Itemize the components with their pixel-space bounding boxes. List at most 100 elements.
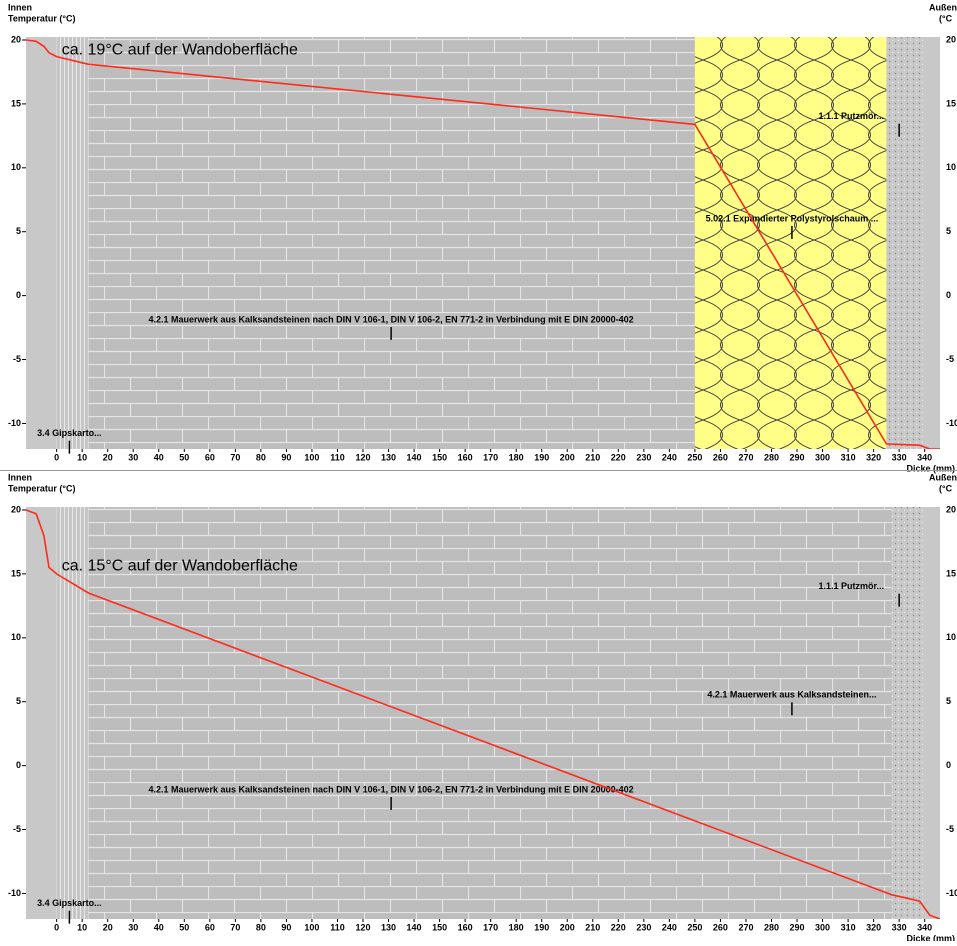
y2-tick-label: 15	[946, 568, 956, 578]
y2-tick-label: 0	[946, 760, 951, 770]
x-tick-label: 320	[866, 452, 881, 462]
y-tick-label: 20	[11, 34, 21, 44]
y-tick-label: 20	[11, 504, 21, 514]
x-tick-label: 10	[77, 452, 87, 462]
x-tick-label: 50	[179, 452, 189, 462]
x-tick-label: 330	[892, 922, 907, 932]
x-tick-label: 30	[128, 452, 138, 462]
x-tick-label: 210	[585, 452, 600, 462]
x-tick-label: 280	[764, 452, 779, 462]
x-tick-label: 240	[662, 922, 677, 932]
x-tick-label: 120	[355, 452, 370, 462]
x-tick-label: 190	[534, 922, 549, 932]
y-tick-label: 5	[16, 696, 21, 706]
x-axis-label: Dicke (mm)	[906, 933, 955, 941]
y-tick-label: 0	[16, 290, 21, 300]
x-tick-label: 220	[611, 452, 626, 462]
annotation: 1.1.1 Putzmör...	[818, 581, 884, 591]
annotation: 3.4 Gipskarto...	[37, 898, 102, 908]
x-tick-label: 310	[841, 452, 856, 462]
y-axis-label: Temperatur (°C)	[8, 483, 75, 493]
y-tick-label: -5	[13, 354, 21, 364]
x-tick-label: 240	[662, 452, 677, 462]
x-tick-label: 250	[687, 922, 702, 932]
x-tick-label: 80	[256, 452, 266, 462]
x-tick-label: 150	[432, 452, 447, 462]
x-tick-label: 150	[432, 922, 447, 932]
x-tick-label: 70	[230, 922, 240, 932]
x-tick-label: 290	[790, 452, 805, 462]
page: InnenTemperatur (°C)Außen(°CDicke (mm)-1…	[0, 0, 957, 941]
annotation: ca. 15°C auf der Wandoberfläche	[62, 557, 298, 574]
y2-tick-label: 15	[946, 98, 956, 108]
y2-tick-label: 10	[946, 162, 956, 172]
y2-tick-label: -10	[946, 888, 957, 898]
y2-axis-label: (°C	[939, 483, 953, 493]
x-tick-label: 70	[230, 452, 240, 462]
x-tick-label: 330	[892, 452, 907, 462]
x-tick-label: 20	[103, 922, 113, 932]
outside-label: Außen	[929, 472, 957, 482]
x-tick-label: 220	[611, 922, 626, 932]
x-tick-label: 10	[77, 922, 87, 932]
x-tick-label: 120	[355, 922, 370, 932]
x-tick-label: 140	[407, 452, 422, 462]
layer	[89, 37, 695, 449]
x-tick-label: 40	[154, 452, 164, 462]
y-tick-label: 0	[16, 760, 21, 770]
x-tick-label: 190	[534, 452, 549, 462]
annotation: 1.1.1 Putzmör...	[818, 111, 884, 121]
inside-label: Innen	[8, 2, 32, 12]
x-tick-label: 210	[585, 922, 600, 932]
x-tick-label: 260	[713, 922, 728, 932]
x-tick-label: 140	[407, 922, 422, 932]
x-tick-label: 180	[509, 452, 524, 462]
x-tick-label: 50	[179, 922, 189, 932]
y-tick-label: 15	[11, 568, 21, 578]
x-tick-label: 130	[381, 452, 396, 462]
y-tick-label: 10	[11, 632, 21, 642]
y-axis-label: Temperatur (°C)	[8, 13, 75, 23]
outside-label: Außen	[929, 2, 957, 12]
x-tick-label: 160	[458, 922, 473, 932]
x-tick-label: 340	[917, 922, 932, 932]
x-tick-label: 110	[330, 922, 345, 932]
x-tick-label: 40	[154, 922, 164, 932]
y2-tick-label: -5	[946, 354, 954, 364]
x-tick-label: 60	[205, 922, 215, 932]
x-tick-label: 90	[281, 452, 291, 462]
x-tick-label: 0	[54, 922, 59, 932]
annotation: ca. 19°C auf der Wandoberfläche	[62, 41, 298, 58]
x-tick-label: 100	[304, 452, 319, 462]
x-tick-label: 170	[483, 452, 498, 462]
annotation: 5.02.1 Expandierter Polystyrolschaum ...	[706, 213, 879, 223]
x-tick-label: 290	[790, 922, 805, 932]
x-tick-label: 250	[687, 452, 702, 462]
y-tick-label: -5	[13, 824, 21, 834]
inside-label: Innen	[8, 472, 32, 482]
y-tick-label: 15	[11, 98, 21, 108]
x-tick-label: 270	[738, 452, 753, 462]
x-tick-label: 280	[764, 922, 779, 932]
x-tick-label: 320	[866, 922, 881, 932]
x-tick-label: 90	[281, 922, 291, 932]
annotation: 4.2.1 Mauerwerk aus Kalksandsteinen nach…	[148, 784, 633, 794]
x-tick-label: 130	[381, 922, 396, 932]
y-tick-label: 10	[11, 162, 21, 172]
x-tick-label: 20	[103, 452, 113, 462]
y2-tick-label: 5	[946, 226, 951, 236]
annotation: 4.2.1 Mauerwerk aus Kalksandsteinen nach…	[148, 314, 633, 324]
x-tick-label: 300	[815, 452, 830, 462]
x-tick-label: 230	[636, 922, 651, 932]
x-tick-label: 170	[483, 922, 498, 932]
x-tick-label: 80	[256, 922, 266, 932]
x-tick-label: 30	[128, 922, 138, 932]
y2-axis-label: (°C	[939, 13, 953, 23]
x-tick-label: 310	[841, 922, 856, 932]
y2-tick-label: -10	[946, 418, 957, 428]
x-tick-label: 110	[330, 452, 345, 462]
x-tick-label: 200	[560, 922, 575, 932]
x-tick-label: 160	[458, 452, 473, 462]
